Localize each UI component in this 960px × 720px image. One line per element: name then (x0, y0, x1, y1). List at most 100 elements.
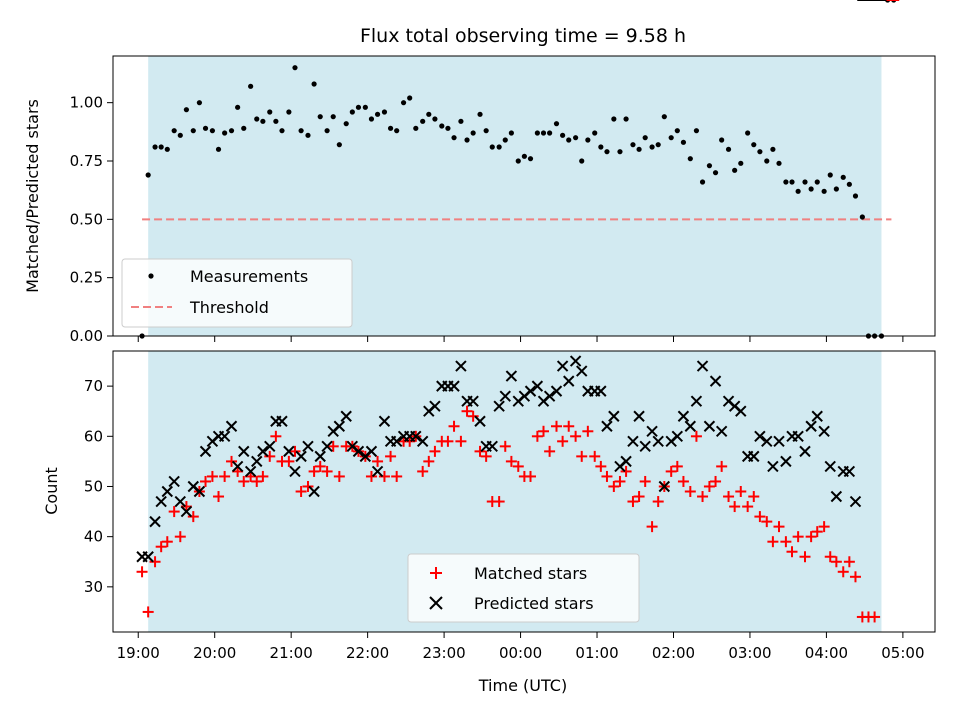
matched-star-point (524, 470, 536, 482)
measurement-point (751, 142, 757, 148)
matched-star-point (264, 450, 276, 462)
matched-star-point (206, 470, 218, 482)
predicted-star-point (773, 435, 785, 448)
measurement-point (560, 132, 566, 138)
matched-star-point (295, 486, 307, 497)
matched-star-point (372, 455, 384, 467)
matched-star-point (251, 475, 263, 487)
predicted-star-point (149, 515, 161, 528)
matched-star-point (531, 430, 543, 442)
predicted-star-point (563, 375, 575, 387)
predicted-star-point (340, 410, 352, 422)
measurement-point (407, 95, 413, 101)
predicted-star-point (467, 395, 479, 407)
predicted-star-point (225, 420, 238, 432)
predicted-star-point (308, 485, 320, 498)
predicted-star-point (474, 415, 486, 427)
measurement-point (725, 146, 732, 152)
predicted-star-point (627, 435, 639, 448)
predicted-star-point (780, 455, 792, 468)
measurement-point (808, 186, 814, 192)
predicted-star-point (321, 440, 333, 453)
matched-star-point (308, 465, 320, 477)
matched-star-point (537, 425, 549, 437)
predicted-star-point (715, 425, 728, 437)
measurement-point (604, 149, 610, 155)
measurement-point (202, 125, 209, 131)
matched-star-point (238, 475, 250, 487)
matched-star-point (461, 405, 473, 417)
matched-star-point (703, 480, 715, 492)
measurement-point (770, 146, 776, 152)
measurement-point (585, 137, 591, 143)
measurement-point (508, 130, 514, 136)
bottom-plot-frame (112, 350, 936, 633)
predicted-star-point (601, 420, 613, 432)
matched-star-point (671, 460, 683, 472)
predicted-star-point (218, 430, 231, 443)
measurement-point (235, 104, 241, 110)
matched-star-point (155, 541, 167, 553)
matched-star-point (639, 475, 651, 487)
matched-star-point (385, 450, 397, 462)
bottom-ytick-label: 50 (84, 477, 103, 495)
measurement-point (311, 81, 317, 87)
matched-star-point (283, 455, 295, 467)
matched-star-point (735, 486, 747, 497)
measurement-point (738, 160, 744, 166)
matched-star-point (391, 470, 403, 482)
matched-star-point (792, 531, 804, 543)
matched-star-point (378, 470, 390, 482)
legend-label-predicted: Predicted stars (474, 594, 594, 613)
measurement-point (642, 135, 648, 141)
predicted-star-point (193, 485, 206, 498)
predicted-star-point (531, 380, 544, 392)
measurement-point (279, 128, 285, 134)
matched-star-point (142, 606, 154, 618)
matched-star-point (417, 465, 429, 477)
measurement-point (394, 128, 400, 134)
predicted-star-point (448, 380, 460, 392)
measurement-point (248, 83, 254, 89)
predicted-star-point (671, 430, 684, 443)
measurement-point (814, 179, 820, 185)
top-legend-box (121, 258, 353, 328)
matched-star-point (869, 611, 881, 623)
predicted-star-point (811, 410, 823, 422)
matched-star-point (843, 556, 855, 568)
predicted-star-point (799, 445, 811, 458)
predicted-star-point (295, 450, 307, 463)
measurement-point (764, 158, 770, 164)
matched-star-point (213, 491, 225, 503)
bottom-panel: 30 40 50 60 70 19:00 20:00 21:00 22:00 23:00 00:0… (42, 0, 936, 695)
top-y-axis-label: Matched/Predicted stars (23, 99, 42, 293)
matched-star-point (136, 566, 148, 578)
matched-star-point (570, 430, 582, 442)
matched-star-point (818, 521, 830, 533)
measurement-point (464, 137, 470, 143)
measurement-point (719, 137, 725, 143)
predicted-star-point (703, 420, 716, 432)
predicted-star-point (709, 375, 722, 387)
matched-star-point (187, 511, 199, 523)
legend-label-measurements: Measurements (190, 267, 308, 286)
measurement-point (534, 130, 540, 136)
measurement-point (374, 111, 381, 117)
measurement-point (527, 156, 534, 162)
measurement-point (158, 144, 164, 150)
predicted-star-point (843, 465, 856, 478)
matched-star-point (646, 521, 658, 533)
predicted-star-point (314, 450, 326, 463)
measurement-point (145, 172, 151, 178)
measurement-point (680, 139, 687, 145)
measurement-point (699, 179, 706, 185)
predicted-star-point (289, 465, 301, 478)
measurement-point (630, 142, 636, 148)
matched-star-point (365, 470, 377, 482)
x-axis-label: Time (UTC) (478, 676, 567, 695)
measurement-point (177, 132, 183, 138)
measurement-point (655, 142, 661, 148)
measurement-point (789, 179, 795, 185)
predicted-star-point (352, 445, 365, 458)
